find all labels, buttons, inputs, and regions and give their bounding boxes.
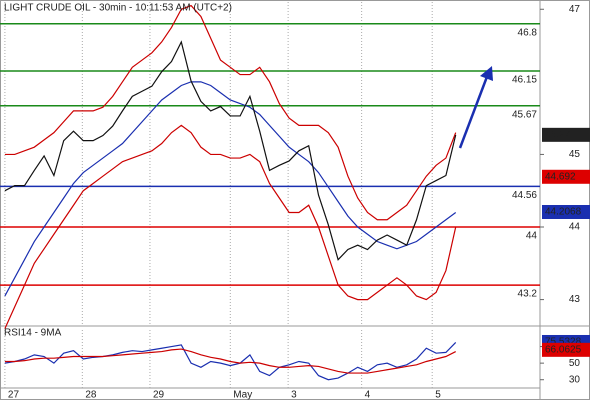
arrow-head — [480, 66, 493, 81]
x-tick-label: 29 — [153, 390, 165, 400]
level-label: 43.2 — [518, 289, 538, 300]
series-line — [4, 81, 457, 297]
x-tick-label: 5 — [435, 390, 441, 400]
price-tag-label: 45.27 — [545, 129, 570, 140]
series-line — [4, 124, 457, 329]
y-tick-label: 47 — [569, 4, 581, 15]
x-tick-label: 4 — [365, 390, 371, 400]
y-tick-label: 30 — [569, 374, 581, 385]
level-label: 44.56 — [512, 190, 537, 201]
x-tick-label: 27 — [8, 390, 20, 400]
level-label: 45.67 — [512, 109, 537, 120]
price-tag-label: 75.5328 — [545, 337, 582, 348]
price-tag-label: 44.692 — [545, 171, 576, 182]
x-tick-label: May — [233, 390, 252, 400]
level-label: 46.15 — [512, 75, 537, 86]
price-tag — [542, 205, 590, 220]
price-tag-label: 44.2068 — [545, 207, 582, 218]
chart-title: LIGHT CRUDE OIL - 30min - 10:11:53 AM (U… — [4, 3, 232, 14]
price-tag — [542, 342, 590, 357]
rsi-title: RSI14 - 9MA — [4, 328, 62, 339]
y-tick-label: 44 — [569, 222, 581, 233]
x-tick-label: 28 — [85, 390, 97, 400]
y-tick-label: 50 — [569, 358, 581, 369]
price-tag — [542, 169, 590, 184]
y-tick-label: 45 — [569, 149, 581, 160]
series-line — [4, 348, 456, 374]
price-tag — [542, 127, 590, 142]
series-line — [4, 4, 457, 221]
level-label: 46.8 — [518, 27, 538, 38]
price-tag-label: 66.0625 — [545, 344, 582, 355]
series-line — [4, 40, 457, 261]
forecast-arrow — [458, 73, 490, 149]
y-tick-label: 43 — [569, 294, 581, 305]
x-tick-label: 3 — [291, 390, 297, 400]
level-label: 44 — [526, 231, 538, 242]
